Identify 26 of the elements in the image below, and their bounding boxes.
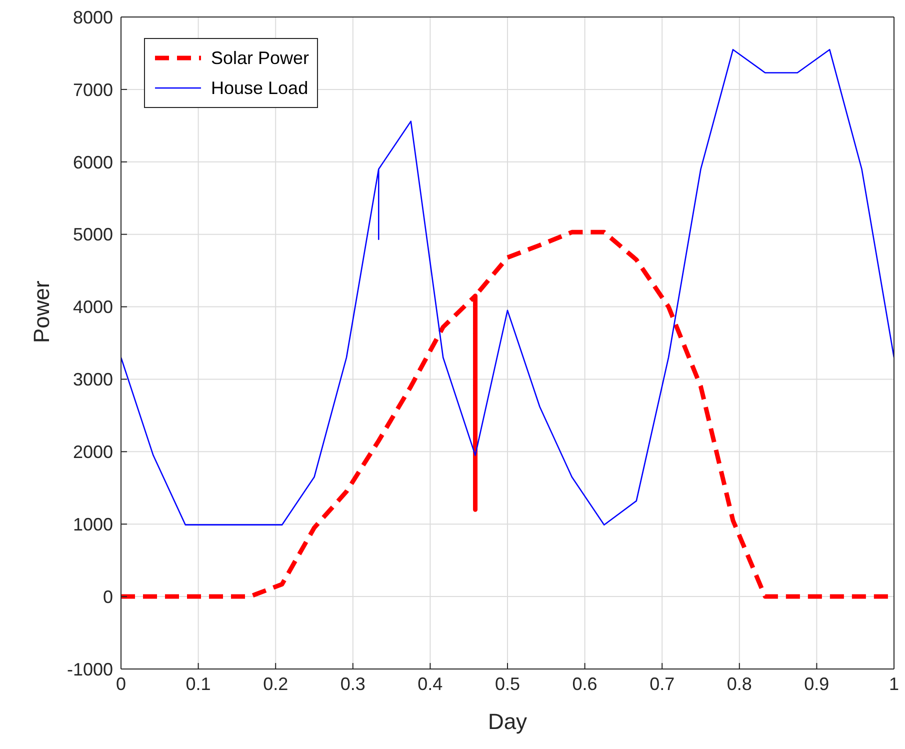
y-tick-label: 5000 — [72, 224, 113, 245]
y-tick-label: 8000 — [72, 7, 113, 28]
x-tick-label: 0.6 — [572, 674, 598, 694]
x-tick-label: 0.1 — [186, 674, 211, 694]
y-tick-label: 1000 — [72, 514, 113, 534]
legend-label: House Load — [211, 78, 308, 98]
x-tick-label: 0.9 — [804, 674, 830, 694]
line-series — [121, 48, 894, 526]
x-tick-label: 1 — [888, 674, 900, 694]
x-axis-title: Day — [488, 709, 528, 734]
y-tick-label: 2000 — [72, 442, 113, 462]
x-tick-label: 0.7 — [650, 674, 675, 694]
x-tick-label: 0.2 — [263, 674, 288, 694]
x-tick-label: 0.3 — [340, 674, 366, 694]
x-tick-label: 0 — [116, 674, 126, 694]
y-tick-label: -1000 — [66, 659, 113, 680]
y-tick-label: 7000 — [72, 80, 113, 100]
y-tick-label: 6000 — [72, 152, 113, 172]
x-tick-label: 0.4 — [418, 674, 443, 694]
y-tick-label: 4000 — [72, 297, 113, 318]
y-tick-label: 3000 — [72, 370, 113, 390]
y-axis-title: Power — [28, 280, 54, 343]
y-tick-label: 0 — [102, 586, 113, 607]
x-tick-label: 0.5 — [494, 674, 520, 694]
x-tick-label: 0.8 — [726, 674, 752, 694]
legend-label: Solar Power — [211, 48, 310, 68]
